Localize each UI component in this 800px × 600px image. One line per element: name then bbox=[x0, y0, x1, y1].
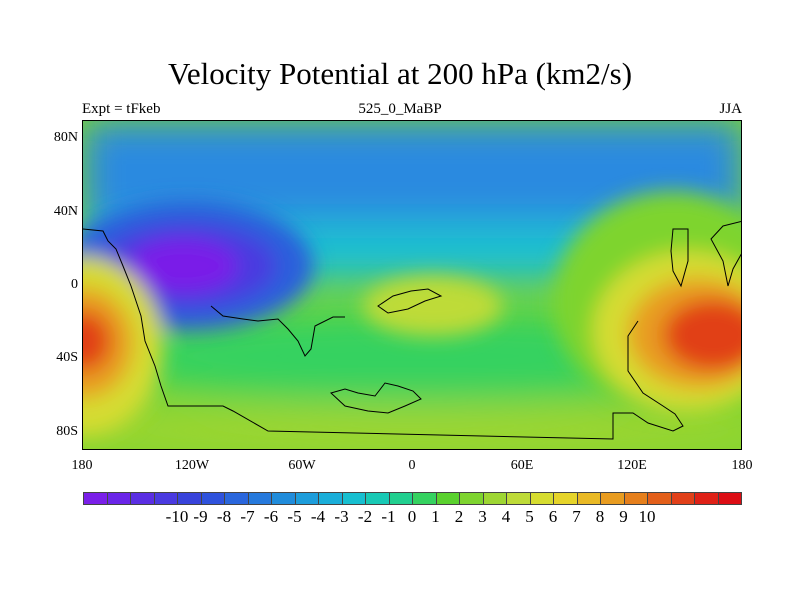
color-legend-label: -8 bbox=[216, 507, 232, 526]
case-label: 525_0_MaBP bbox=[358, 101, 442, 117]
color-legend-label: 10 bbox=[638, 507, 656, 526]
color-legend-swatch bbox=[670, 492, 695, 505]
lat-tick-label: 40S bbox=[56, 350, 78, 366]
chart-title: Velocity Potential at 200 hPa (km2/s) bbox=[167, 56, 633, 91]
color-legend-swatch bbox=[623, 492, 648, 505]
color-legend-swatch bbox=[435, 492, 460, 505]
color-legend-label: -10 bbox=[165, 507, 189, 526]
velocity-potential-map bbox=[83, 121, 741, 449]
africa-yellow bbox=[363, 276, 503, 336]
color-legend-swatch bbox=[388, 492, 413, 505]
color-legend-swatch bbox=[412, 492, 437, 505]
lon-tick-label: 180 bbox=[71, 458, 93, 473]
east-red bbox=[663, 299, 741, 371]
color-legend-label: -4 bbox=[310, 507, 326, 526]
color-legend-bar bbox=[83, 492, 742, 505]
color-legend-label: 4 bbox=[501, 507, 511, 526]
color-legend-swatch bbox=[224, 492, 249, 505]
lon-tick-label: 180 bbox=[731, 458, 753, 473]
color-legend-label: 3 bbox=[478, 507, 487, 526]
lat-tick-label: 0 bbox=[71, 277, 78, 292]
lon-tick-label: 120E bbox=[617, 458, 647, 473]
color-legend-label: 5 bbox=[525, 507, 534, 526]
color-legend-swatch bbox=[694, 492, 719, 505]
color-legend-swatch bbox=[341, 492, 366, 505]
color-legend-swatch bbox=[459, 492, 484, 505]
color-legend-swatch bbox=[553, 492, 578, 505]
color-legend-swatch bbox=[83, 492, 108, 505]
lon-tick-label: 120W bbox=[174, 458, 210, 473]
convergence-center bbox=[128, 239, 238, 293]
color-legend-label: 7 bbox=[572, 507, 581, 526]
coastline-island-south bbox=[330, 382, 422, 414]
color-legend-swatch bbox=[506, 492, 531, 505]
color-legend-swatch bbox=[200, 492, 225, 505]
color-legend-swatch bbox=[247, 492, 272, 505]
color-legend-label: 6 bbox=[548, 507, 558, 526]
color-legend-label: 9 bbox=[619, 507, 628, 526]
color-legend-label: -5 bbox=[287, 507, 302, 526]
lon-tick-label: 0 bbox=[408, 458, 416, 473]
coastline-americas bbox=[83, 228, 684, 440]
color-legend-label: -7 bbox=[240, 507, 255, 526]
color-legend-label: -9 bbox=[193, 507, 208, 526]
color-legend-label: 1 bbox=[431, 507, 440, 526]
color-legend-label: -1 bbox=[381, 507, 396, 526]
color-legend-label: -3 bbox=[334, 507, 349, 526]
color-legend-label: 0 bbox=[407, 507, 417, 526]
color-legend-swatch bbox=[130, 492, 155, 505]
color-legend-swatch bbox=[482, 492, 507, 505]
west-red bbox=[83, 311, 111, 371]
color-legend-swatch bbox=[106, 492, 131, 505]
color-legend-swatch bbox=[271, 492, 296, 505]
color-legend-swatch bbox=[717, 492, 742, 505]
coastline-arabia bbox=[377, 288, 443, 314]
color-legend-swatch bbox=[294, 492, 319, 505]
south-yellow-band bbox=[83, 406, 741, 449]
color-legend-label: 8 bbox=[595, 507, 605, 526]
color-legend-label: -6 bbox=[263, 507, 279, 526]
coastline-east bbox=[670, 220, 741, 288]
lat-tick-label: 40N bbox=[53, 203, 78, 219]
color-legend-swatch bbox=[576, 492, 601, 505]
lon-tick-label: 60W bbox=[288, 458, 316, 473]
color-legend-swatch bbox=[318, 492, 343, 505]
lat-tick-label: 80S bbox=[56, 423, 78, 439]
color-legend-swatch bbox=[647, 492, 672, 505]
color-legend-swatch bbox=[529, 492, 554, 505]
color-legend-swatch bbox=[365, 492, 390, 505]
season-label: JJA bbox=[719, 101, 742, 117]
map-panel bbox=[82, 120, 742, 450]
color-legend-label: 2 bbox=[454, 507, 464, 526]
color-legend-swatch bbox=[600, 492, 625, 505]
experiment-label: Expt = tFkeb bbox=[82, 101, 161, 117]
color-legend-swatch bbox=[177, 492, 202, 505]
lat-tick-label: 80N bbox=[53, 130, 78, 146]
color-legend-label: -2 bbox=[357, 507, 373, 526]
coastline-africa bbox=[210, 305, 345, 357]
lon-tick-label: 60E bbox=[510, 458, 534, 473]
color-legend-swatch bbox=[153, 492, 178, 505]
